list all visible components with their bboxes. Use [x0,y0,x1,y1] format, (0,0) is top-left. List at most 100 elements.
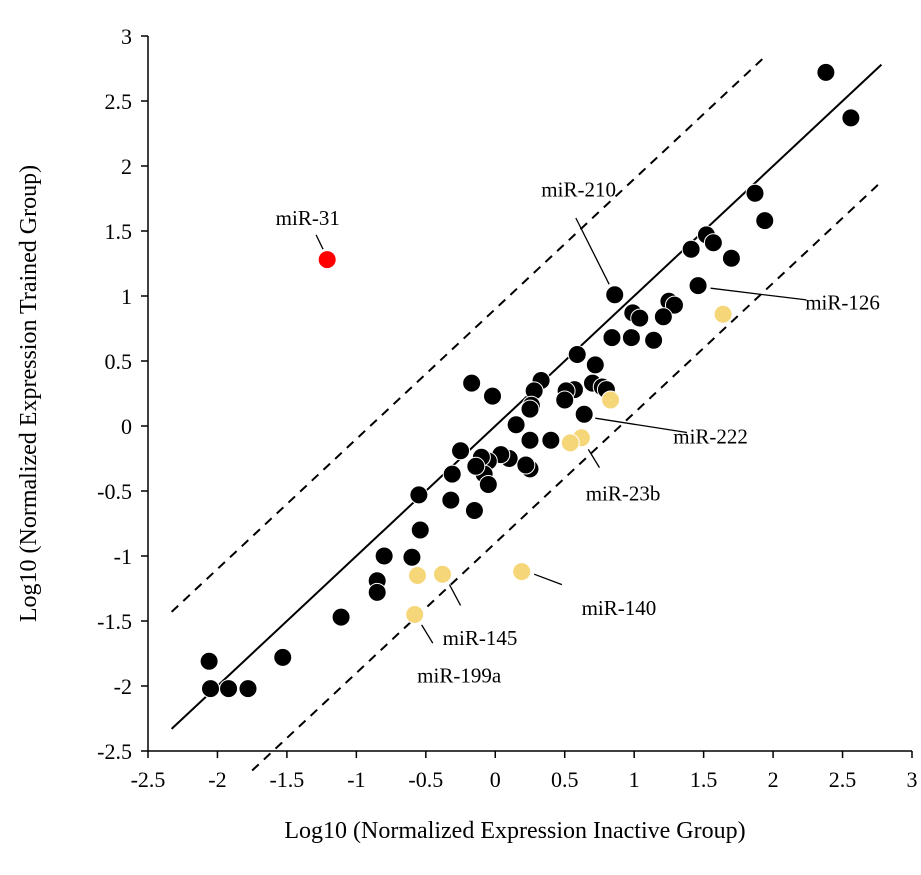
x-axis-ticks: -2.5 -2 -1.5 -1 -0.5 0 0.5 1 1.5 2 2.5 3 [131,751,918,792]
annotation-leaders [315,217,807,644]
annotation-label: miR-31 [276,206,340,230]
x-axis-title: Log10 (Normalized Expression Inactive Gr… [284,818,745,844]
x-tick-label: -1.5 [269,767,304,792]
data-point [462,373,482,393]
data-point [755,211,775,231]
annotation-leader-line [587,449,601,468]
data-point [520,399,540,419]
annotation-leader-line [421,624,434,644]
x-tick-label: 2 [768,767,779,792]
data-point [464,501,484,520]
y-axis-ticks: -2.5 -2 -1.5 -1 -0.5 0 0.5 1 1.5 2 2.5 3 [97,24,148,764]
threshold-line-dashed [170,57,765,613]
data-point [816,62,836,82]
data-point [688,276,708,296]
data-point [367,582,387,602]
annotation-leader-line [575,217,610,285]
annotation-leader-line [315,234,324,250]
x-tick-label: 0 [490,767,501,792]
data-point [432,564,452,584]
reference-lines [170,57,883,772]
x-tick-label: -2 [208,767,226,792]
x-tick-label: 0.5 [551,767,579,792]
data-point [482,386,502,406]
annotation-leader-line [595,417,688,434]
data-point [374,546,394,566]
data-point [405,605,425,624]
data-points [199,62,861,699]
data-point [478,475,498,494]
data-point [466,456,486,476]
annotation-label: miR-199a [417,664,502,688]
data-point [407,566,427,585]
data-point [512,562,532,582]
x-tick-label: 2.5 [829,767,857,792]
y-tick-label: -0.5 [97,479,132,504]
data-point [451,441,471,461]
annotation-labels: miR-31 miR-210 miR-126 miR-222 miR-23b miR-14… [276,177,880,687]
data-point [541,430,561,450]
x-tick-label: -0.5 [408,767,443,792]
data-point [520,430,540,450]
threshold-line-dashed [251,180,883,772]
y-tick-label: 1 [121,284,132,309]
data-point [664,295,684,315]
data-point [506,415,526,435]
x-tick-label: -1 [347,767,365,792]
y-tick-label: 0.5 [105,349,133,374]
data-point [409,485,429,505]
y-tick-label: 2 [121,154,132,179]
data-point [681,239,701,259]
annotation-label: miR-210 [541,177,616,201]
data-point [745,183,765,203]
annotation-leader-line [448,584,462,606]
data-point [653,307,673,327]
data-point [410,520,430,540]
data-point [585,355,605,375]
data-point [441,490,461,510]
data-point [567,345,587,364]
annotation-leader-line [710,287,807,301]
annotation-label: miR-222 [673,424,748,448]
y-tick-label: -1.5 [97,609,132,634]
data-point [560,433,580,453]
data-point [219,679,239,699]
axes [147,36,912,752]
data-point [201,679,221,699]
annotation-label: miR-140 [582,596,657,620]
data-point [605,285,625,305]
y-tick-label: 3 [121,24,132,49]
data-point [601,390,621,410]
data-point [238,679,258,699]
y-tick-label: 0 [121,414,132,439]
data-point [630,308,650,328]
data-point [516,455,536,475]
data-point [602,328,622,348]
annotation-leader-line [533,573,563,586]
x-tick-label: 1 [629,767,640,792]
data-point [442,464,462,484]
data-point [402,547,422,567]
data-point [199,651,219,671]
y-tick-label: -2.5 [97,739,132,764]
data-point [317,250,337,270]
y-axis-title: Log10 (Normalized Expression Trained Gro… [16,165,42,622]
data-point [273,647,293,667]
annotation-label: miR-23b [586,482,661,506]
x-tick-label: 1.5 [690,767,718,792]
data-point [555,390,575,410]
data-point [574,404,594,424]
data-point [621,328,641,348]
x-tick-label: -2.5 [131,767,166,792]
y-tick-label: 2.5 [105,89,133,114]
y-tick-label: 1.5 [105,219,133,244]
data-point [331,607,351,627]
data-point [713,304,733,324]
annotation-label: miR-126 [805,291,880,315]
x-tick-label: 3 [907,767,918,792]
data-point [721,248,741,268]
annotation-label: miR-145 [443,626,518,650]
data-point [644,330,664,350]
y-tick-label: -1 [114,544,132,569]
